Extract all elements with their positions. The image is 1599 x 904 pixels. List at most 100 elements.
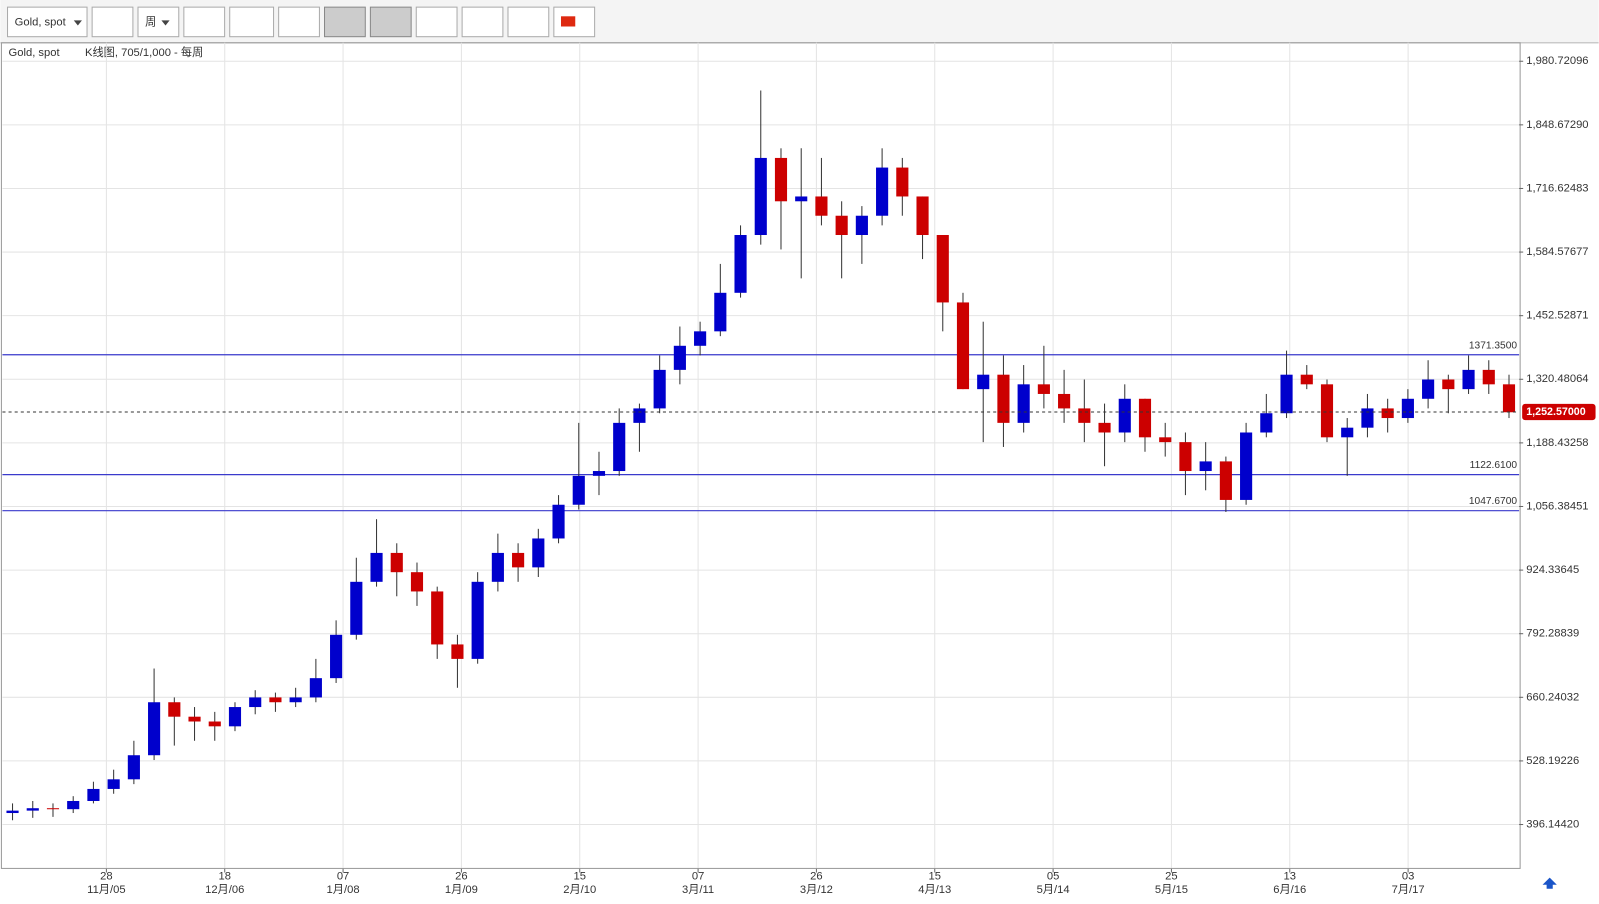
candle-body [67,800,80,810]
candle-body [694,331,707,346]
volume-button[interactable] [415,6,458,38]
indicator-button[interactable] [183,6,226,38]
y-tick-label: 1,452.52871 [1526,310,1588,322]
x-tick-label: 5月/15 [1155,884,1188,896]
x-tick-label: 07 [337,871,349,883]
candle-body [127,755,140,780]
candle-body [956,302,970,390]
candle-body [148,702,161,756]
candle-body [26,808,39,811]
x-tick-label: 05 [1047,871,1059,883]
print-button[interactable] [461,6,504,38]
candle-body [107,779,120,789]
candle-body [1179,442,1192,472]
candle-body [1482,369,1495,385]
candle-body [1219,461,1232,500]
candle-body [1320,384,1334,438]
candle-body [1260,413,1273,433]
candle-body [1159,437,1172,443]
y-tick-label: 1,848.67290 [1526,119,1588,131]
horizontal-line-label: 1122.6100 [1470,460,1518,471]
x-tick-label: 15 [929,871,941,883]
candle-body [592,471,606,476]
x-tick-label: 26 [455,871,467,883]
x-tick-label: 03 [1402,871,1414,883]
dropdown-icon [73,20,82,26]
candle-body [633,408,646,423]
candle-body [228,707,242,727]
chart-type-button[interactable] [91,6,134,38]
candle-body [613,422,626,472]
x-tick-label: 3月/12 [800,884,833,896]
candle-body [370,552,383,582]
x-tick-label: 26 [810,871,822,883]
candle-body [410,572,424,592]
candle-body [471,581,484,659]
period-text: 周 [145,15,156,28]
candle-body [512,552,525,568]
x-tick-label: 1月/08 [327,884,360,896]
grid-button[interactable] [324,6,366,38]
y-tick-label: 528.19226 [1526,755,1579,767]
candle-body [1240,432,1253,500]
candle-body [1118,398,1131,433]
last-price-label: 1,252.57000 [1526,406,1585,418]
x-tick-label: 11月/05 [87,884,125,896]
candle-body [1442,379,1455,390]
candle-body [835,215,848,236]
draw-button[interactable] [229,6,275,38]
toolbar: Gold, spot 周 [0,0,1599,44]
candle-body [876,167,889,216]
candle-body [653,369,666,409]
clear-button[interactable] [278,6,320,38]
candle-body [46,808,60,810]
candle-body [1017,384,1030,423]
candle-body [1361,408,1374,428]
fullscreen-button[interactable] [369,6,412,38]
y-tick-label: 1,188.43258 [1526,437,1588,449]
candle-body [1300,374,1313,385]
y-tick-label: 1,716.62483 [1526,182,1588,194]
candle-body [390,552,403,573]
y-tick-label: 1,320.48064 [1526,373,1588,385]
x-tick-label: 15 [574,871,586,883]
x-tick-label: 12月/06 [205,884,244,896]
dropdown-icon [161,20,170,26]
y-tick-label: 396.14420 [1526,818,1579,830]
scroll-top-icon[interactable] [1542,877,1557,889]
candle-body [1502,384,1516,413]
y-tick-label: 660.24032 [1526,691,1579,703]
x-tick-label: 6月/16 [1273,884,1306,896]
candle-body [997,374,1010,423]
candle-body [815,196,828,216]
horizontal-line-label: 1371.3500 [1469,340,1517,351]
y-tick-label: 1,980.72096 [1526,55,1588,67]
candle-body [1381,408,1394,419]
candle-body [1037,384,1050,394]
x-tick-label: 28 [100,871,112,883]
candle-body [6,810,19,814]
flag-icon [560,16,576,27]
x-tick-label: 25 [1165,871,1177,883]
y-tick-label: 1,584.57677 [1526,246,1588,258]
candle-body [350,581,363,635]
candle-body [309,678,322,698]
x-tick-label: 3月/11 [682,884,714,896]
candle-body [1401,398,1414,419]
candle-body [1422,379,1435,399]
candle-body [269,697,282,703]
candle-body [168,702,181,717]
candle-body [855,215,868,236]
period-button[interactable] [137,6,180,38]
plot-border [0,42,1521,869]
symbol-text: Gold, spot [15,16,67,28]
candle-body [734,235,747,293]
symbol-button[interactable] [7,6,88,38]
candle-body [977,374,990,390]
candle-body [1058,393,1071,409]
candle-body [208,721,221,727]
settings-button[interactable] [507,6,550,38]
candle-body [936,235,949,303]
